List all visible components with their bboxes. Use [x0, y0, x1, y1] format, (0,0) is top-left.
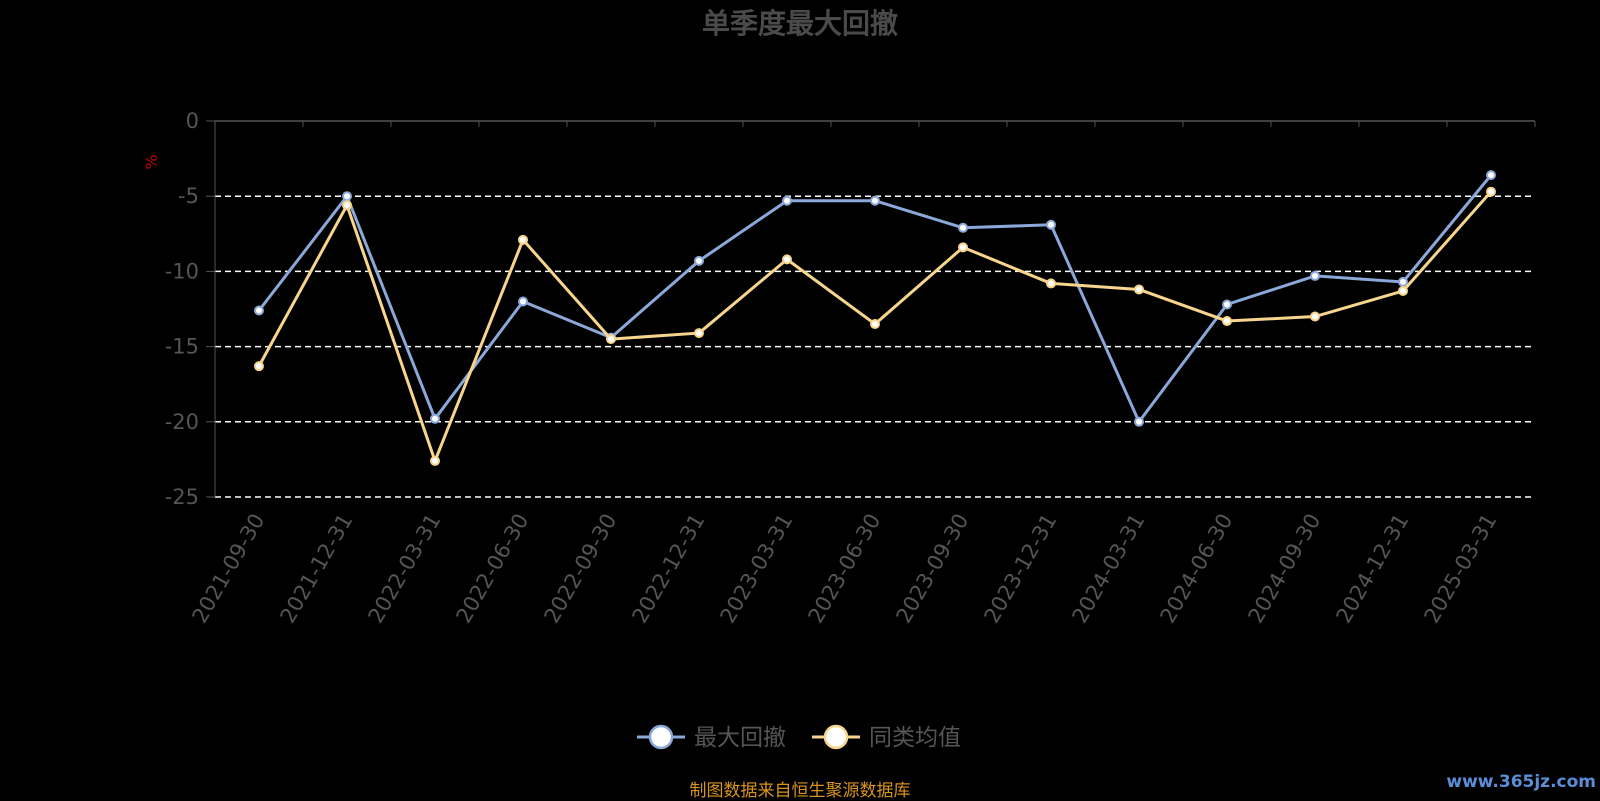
- y-tick-label: 0: [186, 109, 199, 133]
- series-max-drawdown-point: [1310, 270, 1320, 281]
- legend-item-max-drawdown[interactable]: 最大回撤: [637, 724, 786, 751]
- series-peer-average-point: [606, 334, 616, 345]
- x-tick-label: 2023-06-30: [804, 510, 886, 628]
- y-tick-label: -10: [165, 259, 199, 283]
- x-tick-label: 2022-12-31: [628, 510, 710, 628]
- x-tick-label: 2024-06-30: [1156, 510, 1238, 628]
- series-max-drawdown-point: [870, 195, 880, 206]
- series-max-drawdown-point: [782, 195, 792, 206]
- series-max-drawdown-point: [958, 222, 968, 233]
- series-peer-average-point: [1310, 311, 1320, 322]
- watermark: www.365jz.com: [1446, 772, 1596, 792]
- series-max-drawdown-point: [1486, 170, 1496, 181]
- series-max-drawdown-point: [1134, 416, 1144, 427]
- x-tick-label: 2024-12-31: [1332, 510, 1414, 628]
- series-peer-average-point: [1046, 278, 1056, 289]
- series-max-drawdown-point: [430, 413, 440, 424]
- series-peer-average-point: [958, 242, 968, 253]
- x-tick-label: 2021-09-30: [188, 510, 270, 628]
- series-peer-average-point: [518, 234, 528, 245]
- series-max-drawdown-point: [1398, 276, 1408, 287]
- series-max-drawdown-point: [518, 296, 528, 307]
- grid-lines: [215, 195, 1535, 498]
- series-max-drawdown-line: [257, 174, 1493, 424]
- series-peer-average-point: [1486, 186, 1496, 197]
- series-peer-average-point: [782, 254, 792, 265]
- series-peer-average-point: [254, 361, 264, 372]
- y-tick-label: -20: [165, 410, 199, 434]
- x-tick-label: 2021-12-31: [276, 510, 358, 628]
- x-tick-label: 2024-03-31: [1068, 510, 1150, 628]
- series-max-drawdown-point: [694, 255, 704, 266]
- series-lines: [254, 170, 1496, 466]
- x-tick-label: 2025-03-31: [1420, 510, 1502, 628]
- y-tick-label: -25: [165, 485, 199, 509]
- series-peer-average-point: [870, 319, 880, 330]
- y-tick-label: -15: [165, 335, 199, 359]
- y-tick-label: -5: [178, 184, 199, 208]
- series-max-drawdown-point: [342, 191, 352, 202]
- legend-marker: [648, 724, 674, 750]
- series-max-drawdown-point: [254, 305, 264, 316]
- legend-item-peer-average[interactable]: 同类均值: [812, 724, 961, 751]
- chart-title: 单季度最大回撤: [702, 7, 898, 40]
- series-max-drawdown-point: [1046, 219, 1056, 230]
- x-tick-label: 2024-09-30: [1244, 510, 1326, 628]
- series-peer-average-point: [694, 328, 704, 339]
- series-peer-average-point: [1134, 284, 1144, 295]
- legend-label: 最大回撤: [694, 725, 786, 751]
- x-tick-label: 2022-06-30: [452, 510, 534, 628]
- legend-label: 同类均值: [869, 725, 961, 751]
- x-tick-label: 2022-09-30: [540, 510, 622, 628]
- x-tick-label: 2022-03-31: [364, 510, 446, 628]
- series-peer-average-point: [430, 455, 440, 466]
- legend[interactable]: 最大回撤 同类均值: [637, 724, 961, 751]
- legend-marker: [823, 724, 849, 750]
- x-tick-label: 2023-12-31: [980, 510, 1062, 628]
- series-peer-average-point: [342, 200, 352, 211]
- x-tick-label: 2023-09-30: [892, 510, 974, 628]
- series-peer-average-point: [1222, 316, 1232, 327]
- x-tick-label: 2023-03-31: [716, 510, 798, 628]
- y-axis-unit: %: [142, 154, 161, 169]
- series-peer-average-point: [1398, 285, 1408, 296]
- series-max-drawdown-point: [1222, 299, 1232, 310]
- data-source-note: 制图数据来自恒生聚源数据库: [689, 781, 911, 801]
